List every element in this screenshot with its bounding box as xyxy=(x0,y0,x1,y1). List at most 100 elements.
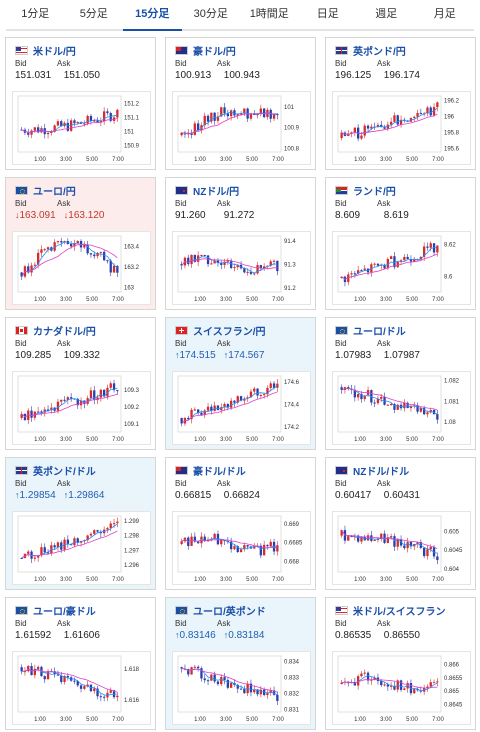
x-tick-label: 7:00 xyxy=(112,717,124,723)
candle-body xyxy=(243,545,246,550)
mini-chart[interactable]: 0.834 0.833 0.832 0.831 1:00 3:00 5:00 7:00 xyxy=(172,651,311,725)
candle-body xyxy=(116,695,119,698)
mini-chart[interactable]: 196.2 196 195.8 195.6 1:00 3:00 5:00 7:00 xyxy=(332,91,471,165)
candle-body xyxy=(220,677,223,685)
candle-body xyxy=(436,102,439,108)
pair-name[interactable]: ユーロ/ドル xyxy=(353,327,406,338)
rate-card[interactable]: 豪ドル/円 Bid Ask 100.913 100.943 101 100.9 100.8 1… xyxy=(165,37,316,170)
pair-name[interactable]: 豪ドル/円 xyxy=(193,47,236,58)
mini-chart[interactable]: 1.299 1.298 1.297 1.296 1:00 3:00 5:00 7:00 xyxy=(12,511,151,585)
mini-chart[interactable]: 163.4 163.2 163 1:00 3:00 5:00 7:00 xyxy=(12,231,151,305)
bid-ask-labels: Bid Ask xyxy=(15,619,99,628)
candle-body xyxy=(373,677,376,680)
rate-card[interactable]: ランド/円 Bid Ask 8.609 8.619 8.62 8.6 1:00 3:00 5:0… xyxy=(325,177,476,310)
pair-name[interactable]: 米ドル/スイスフラン xyxy=(353,607,446,618)
tab-2[interactable]: 15分足 xyxy=(123,0,182,31)
ask-label: Ask xyxy=(377,619,391,628)
mini-chart[interactable]: 0.605 0.6045 0.604 1:00 3:00 5:00 7:00 xyxy=(332,511,471,585)
tab-0[interactable]: 1分足 xyxy=(21,8,50,20)
candle-body xyxy=(396,404,399,410)
candle-body xyxy=(109,523,112,529)
candle-body xyxy=(187,257,190,265)
y-tick-label: 0.866 xyxy=(444,663,460,669)
candle-body xyxy=(386,684,390,687)
mini-chart[interactable]: 1.618 1.616 1:00 3:00 5:00 7:00 xyxy=(12,651,151,725)
rate-card[interactable]: 米ドル/円 Bid Ask 151.031 151.050 151.2 151.1 151 1… xyxy=(5,37,156,170)
mini-chart[interactable]: 174.6 174.4 174.2 1:00 3:00 5:00 7:00 xyxy=(172,371,311,445)
rate-card[interactable]: スイスフラン/円 Bid Ask ↑174.515 ↑174.567 174.6 174.… xyxy=(165,317,316,450)
candle-body xyxy=(23,671,27,673)
x-tick-label: 7:00 xyxy=(432,717,444,723)
tab-5[interactable]: 日足 xyxy=(316,8,339,20)
rate-card[interactable]: ユーロ/ドル Bid Ask 1.07983 1.07987 1.082 1.081 1.0… xyxy=(325,317,476,450)
pair-name[interactable]: NZドル/ドル xyxy=(353,467,410,478)
candle-body xyxy=(220,262,223,265)
candle-body xyxy=(416,112,419,117)
pair-name[interactable]: 英ポンド/ドル xyxy=(33,467,96,478)
pair-name[interactable]: ユーロ/円 xyxy=(33,187,76,198)
candle-body xyxy=(380,397,383,399)
tab-3[interactable]: 30分足 xyxy=(193,8,228,20)
mini-chart[interactable]: 1.082 1.081 1.08 1:00 3:00 5:00 7:00 xyxy=(332,371,471,445)
x-tick-label: 3:00 xyxy=(60,437,72,443)
pair-name[interactable]: NZドル/円 xyxy=(193,187,240,198)
mini-chart[interactable]: 91.4 91.3 91.2 1:00 3:00 5:00 7:00 xyxy=(172,231,311,305)
tab-4[interactable]: 1時間足 xyxy=(249,8,289,20)
mini-chart[interactable]: 0.866 0.8655 0.865 0.8645 1:00 3:00 5:00 7:00 xyxy=(332,651,471,725)
candle-body xyxy=(416,542,419,545)
candle-body xyxy=(426,246,429,248)
x-tick-label: 3:00 xyxy=(380,577,392,583)
candle-body xyxy=(347,536,350,541)
mini-chart[interactable]: 109.3 109.2 109.1 1:00 3:00 5:00 7:00 xyxy=(12,371,151,445)
flag-icon xyxy=(335,606,348,615)
candle-body xyxy=(409,406,413,409)
pair-name[interactable]: ユーロ/豪ドル xyxy=(33,607,96,618)
candle-body xyxy=(269,261,272,266)
ma-long-line xyxy=(341,253,438,280)
candlestick-chart: 0.866 0.8655 0.865 0.8645 1:00 3:00 5:00 7:00 xyxy=(337,655,463,723)
rate-card[interactable]: ユーロ/豪ドル Bid Ask 1.61592 1.61606 1.618 1.616 1:… xyxy=(5,597,156,730)
rate-card[interactable]: 豪ドル/ドル Bid Ask 0.66815 0.66824 0.669 0.6685 0.… xyxy=(165,457,316,590)
x-tick-label: 1:00 xyxy=(354,437,366,443)
pair-name[interactable]: 米ドル/円 xyxy=(33,47,76,58)
bid-ask-values: 1.07983 1.07987 xyxy=(335,350,430,361)
candlestick-chart: 196.2 196 195.8 195.6 1:00 3:00 5:00 7:00 xyxy=(337,95,460,163)
candle-body xyxy=(353,127,357,133)
candle-body xyxy=(187,417,190,420)
pair-name[interactable]: スイスフラン/円 xyxy=(193,327,266,338)
bid-value: 0.60417 xyxy=(335,490,372,501)
pair-header: 英ポンド/円 xyxy=(335,43,406,58)
candle-body xyxy=(220,107,223,117)
mini-chart[interactable]: 151.2 151.1 151 150.9 1:00 3:00 5:00 7:00 xyxy=(12,91,151,165)
candle-body xyxy=(210,112,213,122)
rate-card[interactable]: ユーロ/英ポンド Bid Ask ↑0.83146 ↑0.83184 0.834 0.83… xyxy=(165,597,316,730)
mini-chart[interactable]: 0.669 0.6685 0.668 1:00 3:00 5:00 7:00 xyxy=(172,511,311,585)
rate-card[interactable]: 米ドル/スイスフラン Bid Ask 0.86535 0.86550 0.866 0.86… xyxy=(325,597,476,730)
mini-chart[interactable]: 8.62 8.6 1:00 3:00 5:00 7:00 xyxy=(332,231,471,305)
tab-1[interactable]: 5分足 xyxy=(79,8,108,20)
pair-name[interactable]: ランド/円 xyxy=(353,187,396,198)
candle-body xyxy=(73,120,76,124)
candlestick-chart: 0.669 0.6685 0.668 1:00 3:00 5:00 7:00 xyxy=(177,515,303,583)
x-tick-label: 1:00 xyxy=(354,157,366,163)
rate-card[interactable]: 英ポンド/円 Bid Ask 196.125 196.174 196.2 196 195.8… xyxy=(325,37,476,170)
pair-name[interactable]: ユーロ/英ポンド xyxy=(193,607,266,618)
rate-card[interactable]: 英ポンド/ドル Bid Ask ↑1.29854 ↑1.29864 1.299 1.298… xyxy=(5,457,156,590)
tab-6[interactable]: 週足 xyxy=(375,8,398,20)
x-tick-label: 7:00 xyxy=(272,297,284,303)
rate-card[interactable]: カナダドル/円 Bid Ask 109.285 109.332 109.3 109.2 10… xyxy=(5,317,156,450)
pair-header: ランド/円 xyxy=(335,183,396,198)
x-tick-label: 1:00 xyxy=(194,717,206,723)
pair-name[interactable]: カナダドル/円 xyxy=(33,327,96,338)
rate-card[interactable]: NZドル/円 Bid Ask 91.260 91.272 91.4 91.3 91.2 1:0… xyxy=(165,177,316,310)
mini-chart[interactable]: 101 100.9 100.8 1:00 3:00 5:00 7:00 xyxy=(172,91,311,165)
tab-7[interactable]: 月足 xyxy=(433,8,456,20)
rate-card[interactable]: NZドル/ドル Bid Ask 0.60417 0.60431 0.605 0.6045 0… xyxy=(325,457,476,590)
candle-body xyxy=(180,418,183,424)
candle-body xyxy=(366,125,370,129)
rate-card[interactable]: ユーロ/円 Bid Ask ↓163.091 ↓163.120 163.4 163.2 16… xyxy=(5,177,156,310)
candle-body xyxy=(206,115,210,122)
candle-body xyxy=(30,130,33,135)
pair-name[interactable]: 英ポンド/円 xyxy=(353,47,406,58)
pair-name[interactable]: 豪ドル/ドル xyxy=(193,467,246,478)
